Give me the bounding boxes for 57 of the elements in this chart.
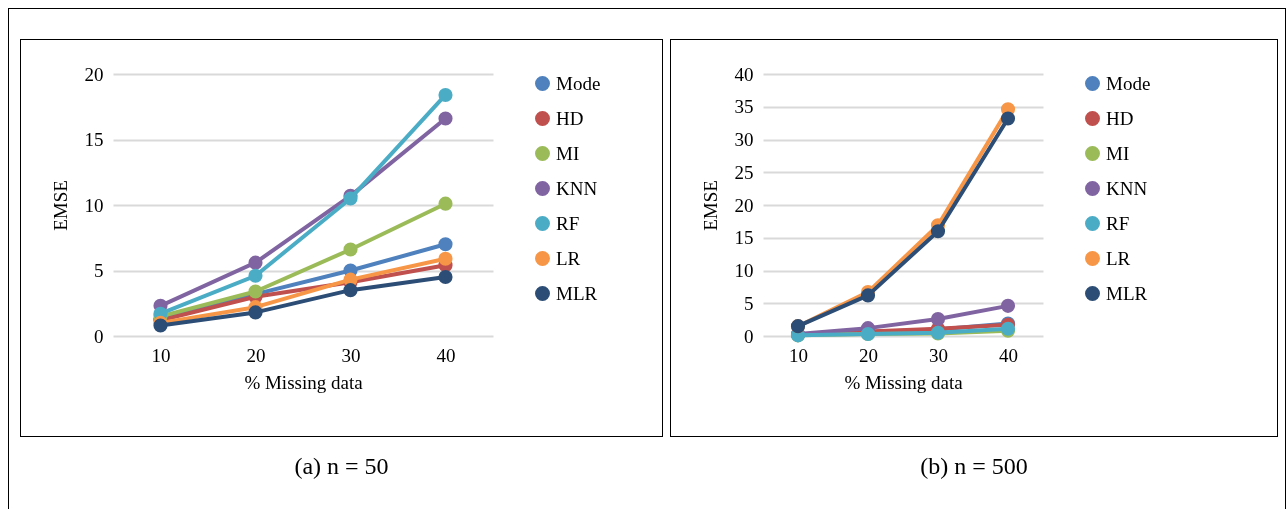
legend-label: LR <box>556 247 581 269</box>
legend-label: MI <box>556 142 580 164</box>
point <box>1000 298 1016 313</box>
x-tick-label: 40 <box>436 344 456 366</box>
point <box>343 242 358 257</box>
legend-label: HD <box>1106 107 1134 129</box>
point <box>930 311 946 327</box>
y-tick-label: 40 <box>734 63 754 85</box>
point <box>248 255 263 270</box>
y-tick-label: 10 <box>84 194 104 216</box>
legend-label: MI <box>1106 142 1130 164</box>
point <box>438 237 453 252</box>
x-tick-label: 20 <box>859 344 878 366</box>
x-tick-label: 10 <box>151 344 171 366</box>
point <box>1000 111 1016 126</box>
legend-label: MLR <box>1106 282 1148 304</box>
point <box>343 283 358 298</box>
y-tick-label: 20 <box>734 194 754 216</box>
point <box>438 87 453 103</box>
x-axis-title: % Missing data <box>844 371 964 393</box>
point <box>248 305 263 320</box>
y-tick-label: 15 <box>734 227 754 249</box>
y-tick-label: 5 <box>94 260 104 281</box>
legend-label: MLR <box>556 282 598 304</box>
point <box>438 251 453 266</box>
text: (a) n = 50 <box>293 453 390 480</box>
legend-label: Mode <box>556 72 601 94</box>
legend-label: KNN <box>1106 177 1148 199</box>
x-tick-label: 30 <box>929 344 948 366</box>
legend-label: LR <box>1106 247 1131 269</box>
legend-label: RF <box>1106 212 1130 234</box>
point <box>930 224 946 239</box>
x-tick-label: 30 <box>341 344 361 366</box>
y-tick-label: 0 <box>744 325 754 347</box>
x-tick-label: 10 <box>789 344 808 366</box>
point <box>438 269 453 285</box>
point <box>438 111 453 126</box>
y-axis-title: EMSE <box>699 180 721 231</box>
point <box>248 268 263 283</box>
y-tick-label: 10 <box>734 260 754 281</box>
y-tick-label: 20 <box>84 63 104 85</box>
y-tick-label: 30 <box>734 129 754 150</box>
text: (b) n = 500 <box>919 453 1029 480</box>
legend-label: Mode <box>1106 72 1151 94</box>
y-tick-label: 5 <box>744 292 754 314</box>
y-tick-label: 0 <box>94 325 104 347</box>
y-tick-label: 25 <box>734 161 754 183</box>
legend-label: RF <box>556 212 580 234</box>
point <box>438 196 453 211</box>
y-tick-label: 35 <box>734 96 754 118</box>
y-axis-title: EMSE <box>49 180 71 231</box>
legend-label: KNN <box>556 177 598 199</box>
y-tick-label: 15 <box>84 129 104 150</box>
x-axis-title: % Missing data <box>244 371 364 393</box>
legend-label: HD <box>556 107 584 129</box>
x-tick-label: 20 <box>246 344 266 366</box>
x-tick-label: 40 <box>999 344 1018 366</box>
